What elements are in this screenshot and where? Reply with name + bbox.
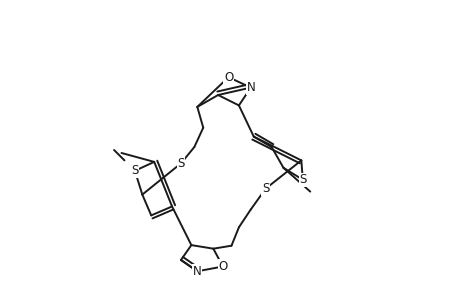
Text: N: N: [246, 81, 255, 94]
Text: O: O: [218, 260, 227, 273]
Text: S: S: [298, 173, 306, 186]
Text: O: O: [224, 71, 233, 84]
Text: S: S: [262, 182, 269, 195]
Text: S: S: [177, 157, 184, 170]
Text: N: N: [192, 265, 201, 278]
Text: S: S: [131, 164, 138, 177]
